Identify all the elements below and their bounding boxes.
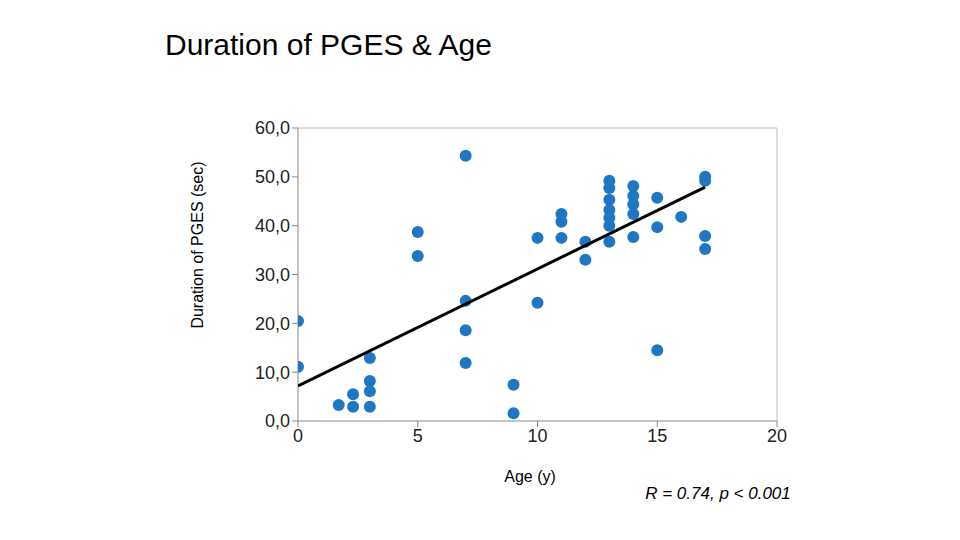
html-text:R = 0.74, p < 0.001: R = 0.74, p < 0.001 [645, 484, 791, 503]
svg-text:20: 20 [767, 426, 787, 446]
svg-text:0: 0 [293, 426, 303, 446]
svg-text:50,0: 50,0 [255, 167, 290, 187]
svg-text:60,0: 60,0 [255, 118, 290, 138]
svg-text:0,0: 0,0 [265, 411, 290, 431]
html-text:Duration of PGES & Age: Duration of PGES & Age [165, 28, 492, 61]
html-text:Duration of PGES (sec): Duration of PGES (sec) [189, 161, 206, 329]
svg-text:5: 5 [413, 426, 423, 446]
svg-text:10: 10 [527, 426, 547, 446]
svg-text:20,0: 20,0 [255, 314, 290, 334]
svg-text:15: 15 [647, 426, 667, 446]
svg-text:10,0: 10,0 [255, 363, 290, 383]
svg-text:30,0: 30,0 [255, 265, 290, 285]
svg-text:40,0: 40,0 [255, 216, 290, 236]
html-text:Age (y): Age (y) [504, 468, 556, 485]
